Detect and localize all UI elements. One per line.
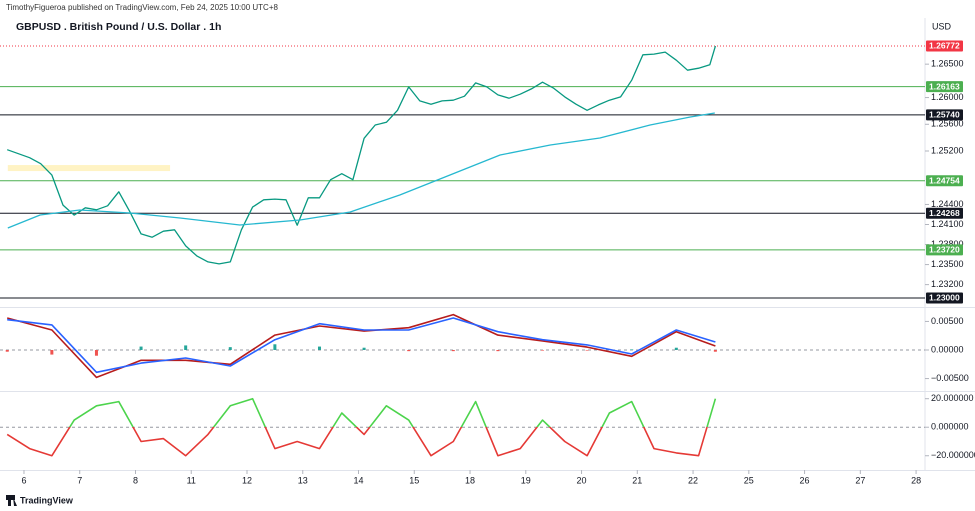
publisher: TimothyFigueroa published on TradingView…: [6, 3, 278, 12]
histogram-bar: [362, 347, 366, 350]
x-tick-label: 27: [855, 475, 865, 485]
level-label-box: [926, 175, 963, 187]
y-tick-label: 1.23500: [931, 259, 964, 269]
series-line: [7, 112, 715, 229]
level-label-box: [926, 40, 963, 52]
histogram-bar: [585, 350, 589, 351]
y-tick-label: −20.000000: [931, 450, 975, 460]
series-line: [6, 313, 716, 379]
logo: [6, 495, 17, 506]
histogram-bar: [496, 350, 500, 352]
x-tick-label: 21: [632, 475, 642, 485]
histogram-bar: [5, 350, 9, 352]
histogram-bar: [451, 350, 455, 352]
histogram-bar: [317, 346, 321, 350]
x-tick-label: 13: [298, 475, 308, 485]
y-tick-label: 1.25600: [931, 119, 964, 129]
x-tick-label: 20: [577, 475, 587, 485]
x-tick-label: 12: [242, 475, 252, 485]
series-line: [7, 317, 716, 374]
level-label-box: [926, 292, 963, 304]
x-tick-label: 18: [465, 475, 475, 485]
x-tick-label: 28: [911, 475, 921, 485]
x-tick-label: 6: [21, 475, 26, 485]
histogram-bar: [630, 349, 634, 350]
level-label: 1.24268: [929, 208, 960, 218]
level-label-box: [926, 207, 963, 219]
x-tick-label: 19: [521, 475, 531, 485]
histogram-bar: [184, 345, 188, 350]
series-line: [6, 45, 717, 265]
histogram-bar: [407, 350, 411, 352]
y-tick-label: 0.000000: [931, 422, 969, 432]
x-tick-label: 11: [187, 475, 196, 485]
y-tick-label: 1.24400: [931, 199, 964, 209]
level-label-box: [926, 81, 963, 93]
x-tick-label: 26: [800, 475, 810, 485]
histogram-bar: [50, 350, 54, 355]
x-tick-label: 7: [77, 475, 82, 485]
level-label: 1.26163: [929, 81, 960, 91]
series-line: [6, 397, 717, 457]
footer-brand: TradingView: [20, 495, 74, 505]
level-label: 1.26772: [929, 41, 960, 51]
x-tick-label: 15: [409, 475, 419, 485]
histogram-bar: [541, 350, 545, 351]
histogram-bar: [674, 347, 678, 350]
y-tick-label: 0.00000: [931, 344, 964, 354]
level-label-box: [926, 109, 963, 121]
level-label-box: [926, 244, 963, 256]
y-tick-label: 1.26500: [931, 59, 964, 69]
y-tick-label: 20.000000: [931, 393, 974, 403]
histogram-bar: [228, 347, 232, 350]
x-tick-label: 25: [744, 475, 754, 485]
x-tick-label: 8: [133, 475, 138, 485]
level-label: 1.24754: [929, 176, 960, 186]
x-tick-label: 14: [354, 475, 364, 485]
zone: [7, 165, 171, 172]
y-tick-label: 1.23200: [931, 279, 964, 289]
histogram-bar: [713, 350, 717, 352]
y-tick-label: 0.00500: [931, 316, 964, 326]
histogram-bar: [94, 350, 98, 356]
level-label: 1.23720: [929, 245, 960, 255]
y-tick-label: 1.23800: [931, 239, 964, 249]
histogram-bar: [273, 344, 277, 350]
y-tick-label: −0.00500: [931, 373, 969, 383]
level-label: 1.25740: [929, 110, 960, 120]
currency: USD: [932, 21, 952, 31]
y-tick-label: 1.25200: [931, 145, 964, 155]
chart-title: GBPUSD . British Pound / U.S. Dollar . 1…: [16, 21, 221, 33]
y-tick-label: 1.26000: [931, 92, 964, 102]
x-tick-label: 22: [688, 475, 698, 485]
histogram-bar: [139, 346, 143, 350]
level-label: 1.23000: [929, 293, 960, 303]
y-tick-label: 1.24100: [931, 219, 964, 229]
